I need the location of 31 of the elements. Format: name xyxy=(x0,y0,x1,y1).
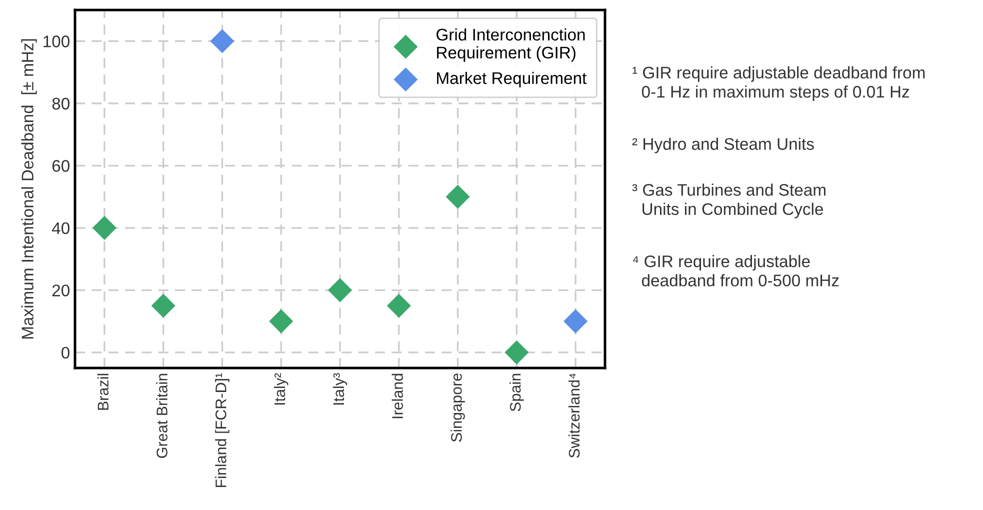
y-tick-label: 100 xyxy=(44,36,70,48)
legend-label: Market Requirement xyxy=(437,72,587,88)
y-tick-label: 40 xyxy=(52,222,70,234)
point xyxy=(504,340,529,364)
text: ² Hydro and Steam Units xyxy=(632,138,814,154)
x-tick-label: Singapore xyxy=(450,374,465,442)
point xyxy=(564,309,588,334)
x-tick-label: Spain xyxy=(510,374,524,412)
legend-label: Grid Interconenction Requirement (GIR) xyxy=(436,28,585,62)
point xyxy=(328,278,352,302)
y-tick-label: 0 xyxy=(62,346,70,359)
point xyxy=(92,216,116,240)
x-tick-label: Switzerland⁴ xyxy=(568,374,580,458)
y-axis-title: Maximum Intentional Deadband [± mHz] xyxy=(21,39,37,339)
point xyxy=(386,294,411,318)
y-tick-label: 60 xyxy=(52,160,70,172)
text: ³ Gas Turbines and Steam Units in Combined Cycle xyxy=(632,184,826,218)
y-tick-label: 80 xyxy=(52,98,70,110)
point xyxy=(151,294,176,318)
x-tick-label: Finland [FCR-D]¹ xyxy=(215,373,230,488)
point xyxy=(269,309,294,334)
x-tick-label: Brazil xyxy=(97,374,109,410)
x-tick-label: Great Britain xyxy=(156,374,168,458)
text: ¹ GIR require adjustable deadband from 0-1 Hz in maximum steps of 0.01 Hz xyxy=(632,66,925,101)
point xyxy=(210,29,234,54)
x-tick-label: Ireland xyxy=(392,374,403,418)
point xyxy=(446,184,470,209)
y-tick-label: 20 xyxy=(52,284,70,296)
x-tick-label: Italy² xyxy=(274,373,288,405)
x-tick-label: Italy³ xyxy=(332,373,348,405)
text: ⁴ GIR require adjustable deadband from 0-500 mHz xyxy=(633,255,839,286)
